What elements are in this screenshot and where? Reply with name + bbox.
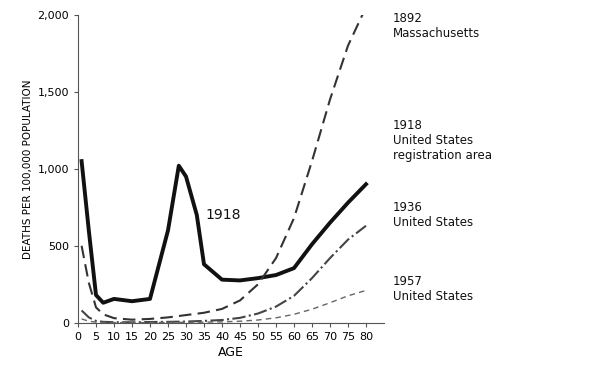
Text: 1918
United States
registration area: 1918 United States registration area [393,119,492,162]
X-axis label: AGE: AGE [218,346,244,359]
Text: 1957
United States: 1957 United States [393,275,473,303]
Text: 1918: 1918 [206,208,241,222]
Y-axis label: DEATHS PER 100,000 POPULATION: DEATHS PER 100,000 POPULATION [23,79,33,259]
Text: 1892
Massachusetts: 1892 Massachusetts [393,12,480,40]
Text: 1936
United States: 1936 United States [393,201,473,229]
